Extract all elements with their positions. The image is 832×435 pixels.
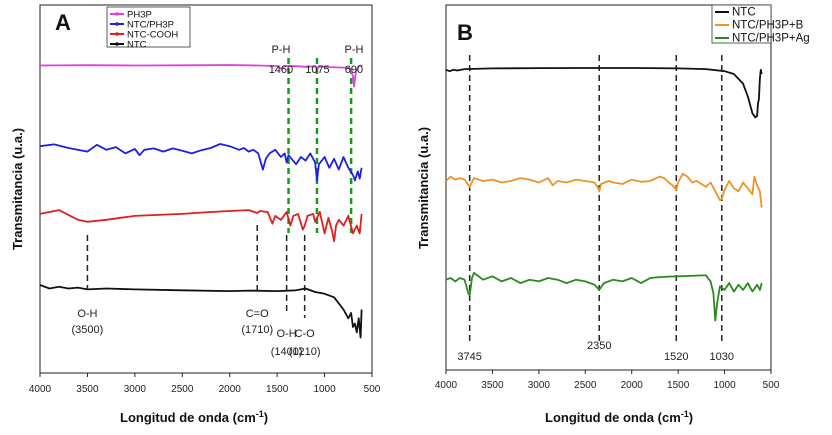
peak-annotation: O-H bbox=[77, 308, 97, 320]
peak-annotation: 1030 bbox=[710, 351, 734, 363]
peak-annotation: P-H bbox=[271, 44, 290, 56]
panel-a-x-ticks: 4000 3500 3000 2500 2000 1500 1000 500 bbox=[29, 373, 381, 395]
x-tick-label: 1000 bbox=[313, 384, 336, 395]
x-tick-label: 1000 bbox=[713, 380, 736, 391]
legend-entry: NTC/PH3P+B bbox=[732, 20, 804, 32]
panel-b-letter: B bbox=[457, 20, 473, 45]
panel-a-letter: A bbox=[55, 10, 71, 35]
x-tick-label: 4000 bbox=[435, 380, 458, 391]
peak-annotation: (1210) bbox=[289, 346, 321, 358]
peak-annotation: 3745 bbox=[457, 351, 481, 363]
peak-annotation: 1520 bbox=[664, 351, 688, 363]
panel-b-plot-area: 3745 2350 1520 1030 bbox=[445, 55, 763, 363]
peak-annotation: 1460 bbox=[269, 64, 293, 76]
x-tick-label: 500 bbox=[364, 384, 381, 395]
legend-marker bbox=[115, 22, 119, 26]
peak-annotation: P-H bbox=[345, 44, 364, 56]
panel-b-x-axis-label: Longitud de onda (cm-1) bbox=[545, 409, 693, 425]
peak-annotation: (1400) bbox=[271, 346, 303, 358]
x-tick-label: 3000 bbox=[528, 380, 551, 391]
x-tick-label: 2500 bbox=[574, 380, 597, 391]
legend-marker bbox=[115, 42, 119, 46]
x-tick-label: 2500 bbox=[171, 384, 194, 395]
panel-a-plot-area: P-H 1460 1075 P-H 690 O-H (3500) C=O (1710) O-H (1… bbox=[39, 44, 364, 358]
legend-entry: NTC bbox=[127, 40, 147, 51]
series-line-ntc-cooh bbox=[39, 209, 363, 243]
series-line-ntc-ph3p-ag bbox=[445, 271, 763, 322]
legend-entry: PH3P bbox=[127, 10, 152, 21]
series-line-ph3p bbox=[39, 64, 363, 88]
panel-b-y-axis-label: Transmitancia (u.a.) bbox=[416, 127, 431, 249]
series-line-ntc-ph3p-b bbox=[445, 172, 763, 208]
peak-annotation: 690 bbox=[345, 64, 363, 76]
x-tick-label: 3000 bbox=[124, 384, 147, 395]
x-tick-label: 2000 bbox=[621, 380, 644, 391]
peak-annotation: (3500) bbox=[72, 324, 104, 336]
legend-entry: NTC bbox=[732, 7, 756, 19]
peak-annotation: 2350 bbox=[587, 340, 611, 352]
x-tick-label: 500 bbox=[763, 380, 780, 391]
legend-entry: NTC/PH3P+Ag bbox=[732, 33, 810, 45]
series-line-ntc bbox=[445, 67, 763, 119]
panel-a-y-axis-label: Transmitancia (u.a.) bbox=[10, 128, 25, 250]
x-tick-label: 1500 bbox=[667, 380, 690, 391]
peak-annotation: 1075 bbox=[305, 64, 329, 76]
x-tick-label: 4000 bbox=[29, 384, 52, 395]
x-tick-label: 1500 bbox=[266, 384, 289, 395]
legend-marker bbox=[115, 12, 119, 16]
peak-annotation: C=O bbox=[246, 308, 269, 320]
legend-entry: NTC/PH3P bbox=[127, 20, 174, 31]
x-tick-label: 3500 bbox=[481, 380, 504, 391]
legend-entry: NTC-COOH bbox=[127, 30, 178, 41]
panel-b-frame bbox=[445, 4, 772, 371]
x-tick-label: 2000 bbox=[219, 384, 242, 395]
legend-marker bbox=[115, 32, 119, 36]
series-line-ntc-ph3p bbox=[39, 143, 363, 182]
x-tick-label: 3500 bbox=[76, 384, 99, 395]
series-line-ntc bbox=[39, 284, 363, 339]
panel-b-chart: B 3745 2350 1520 1030 NTCNTC/PH3P+BNTC/PH3P… bbox=[416, 4, 810, 425]
panel-b-x-ticks: 4000 3500 3000 2500 2000 1500 1000 500 bbox=[435, 370, 780, 391]
peak-annotation: O-H bbox=[277, 328, 297, 340]
panel-a-frame bbox=[39, 4, 373, 374]
panel-a-x-axis-label: Longitud de onda (cm-1) bbox=[120, 409, 268, 425]
peak-annotation: (1710) bbox=[241, 324, 273, 336]
panel-a-chart: A P-H 1460 1075 P-H 690 O-H (3500) C=O (1710) O-H… bbox=[10, 4, 381, 425]
peak-annotation: C-O bbox=[295, 328, 316, 340]
